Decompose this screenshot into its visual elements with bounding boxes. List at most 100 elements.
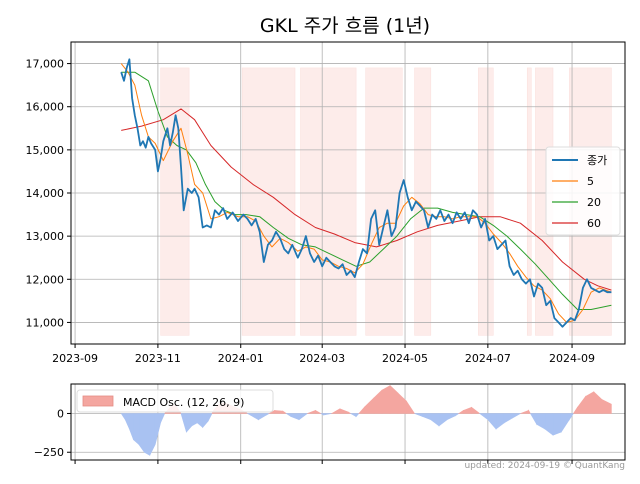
macd-area-negative <box>455 413 460 417</box>
macd-area-negative <box>133 413 140 446</box>
macd-area-negative <box>266 413 271 416</box>
macd-area-negative <box>422 413 432 421</box>
price-y-tick-label: 17,000 <box>26 58 65 71</box>
series-line-ma20 <box>121 71 612 310</box>
macd-area-positive <box>274 410 284 414</box>
price-y-tick-label: 13,000 <box>26 230 65 243</box>
macd-area-positive <box>373 389 383 414</box>
macd-area-negative <box>129 413 134 440</box>
date-x-tick-label: 2023-11 <box>135 352 181 365</box>
macd-area-negative <box>207 413 213 422</box>
macd-area-negative <box>258 413 267 421</box>
macd-area-positive <box>364 397 375 414</box>
shaded-period <box>241 67 296 336</box>
macd-area-negative <box>529 413 537 426</box>
macd-area-negative <box>149 413 156 456</box>
date-x-tick-label: 2024-03 <box>299 352 345 365</box>
macd-area-negative <box>197 413 203 429</box>
date-x-tick-label: 2024-07 <box>465 352 511 365</box>
macd-area-positive <box>585 391 595 414</box>
macd-area-positive <box>528 409 531 414</box>
macd-area-positive <box>381 385 391 414</box>
macd-area-positive <box>307 409 316 414</box>
macd-area-negative <box>503 413 513 424</box>
macd-area-negative <box>569 413 574 421</box>
date-x-tick-label: 2024-05 <box>382 352 428 365</box>
macd-area-negative <box>511 413 522 419</box>
macd-area-positive <box>471 406 481 414</box>
macd-y-tick-label: 0 <box>57 407 64 420</box>
macd-area-negative <box>536 413 546 430</box>
legend-box <box>545 146 621 236</box>
macd-area-negative <box>202 413 209 429</box>
date-x-tick-label: 2023-09 <box>52 352 98 365</box>
macd-area-negative <box>144 413 151 456</box>
macd-y-ticks: −250 0 <box>34 407 71 459</box>
series-line-close <box>120 58 612 328</box>
macd-legend-box <box>76 389 274 413</box>
macd-area-negative <box>414 413 423 418</box>
macd-area-negative <box>487 413 497 430</box>
price-grid <box>71 42 625 344</box>
macd-legend: MACD Osc. (12, 26, 9) <box>76 389 274 413</box>
macd-area-negative <box>446 413 456 421</box>
macd-area-negative <box>430 413 440 427</box>
macd-area-negative <box>323 413 332 416</box>
macd-legend-label: MACD Osc. (12, 26, 9) <box>123 396 244 409</box>
macd-area-negative <box>249 413 259 421</box>
macd-x-ticks <box>74 460 573 464</box>
macd-area-negative <box>125 413 130 430</box>
macd-area-negative <box>355 413 360 418</box>
macd-area-negative <box>298 413 309 421</box>
macd-area-negative <box>120 413 126 421</box>
legend-label-ma20: 20 <box>587 196 601 209</box>
price-y-tick-label: 15,000 <box>26 144 65 157</box>
macd-area-negative <box>285 413 292 418</box>
macd-plot-frame <box>70 383 626 461</box>
macd-area-positive <box>463 406 472 414</box>
macd-legend-swatch <box>82 395 114 407</box>
price-y-tick-label: 14,000 <box>26 187 65 200</box>
macd-area-negative <box>495 413 505 430</box>
date-x-tick-label: 2024-09 <box>549 352 595 365</box>
macd-area-negative <box>552 413 562 436</box>
macd-area-positive <box>347 411 352 414</box>
macd-area-negative <box>438 413 448 427</box>
macd-y-tick-label: −250 <box>34 446 64 459</box>
macd-area-negative <box>186 413 193 433</box>
macd-area-negative <box>191 413 198 427</box>
macd-panel: −250 0 MACD Osc. (12, 26, 9) <box>34 383 626 464</box>
macd-area-negative <box>290 413 300 421</box>
shaded-period <box>526 67 532 336</box>
macd-area-positive <box>282 410 288 414</box>
macd-area-negative <box>544 413 554 436</box>
macd-area-negative <box>560 413 570 434</box>
shaded-period <box>300 67 357 336</box>
macd-area-negative <box>180 413 187 433</box>
price-y-tick-label: 11,000 <box>26 316 65 329</box>
price-series <box>120 58 612 328</box>
macd-area-negative <box>349 413 357 418</box>
footer-credit: updated: 2024-09-19 © QuantKang <box>464 461 625 471</box>
macd-area-positive <box>406 400 416 414</box>
macd-area-negative <box>478 413 489 421</box>
macd-area-positive <box>315 409 322 414</box>
macd-area-positive <box>330 408 341 414</box>
legend-label-ma5: 5 <box>587 175 594 188</box>
macd-area-negative <box>160 413 166 423</box>
series-line-ma5 <box>120 63 612 323</box>
macd-area-positive <box>572 406 578 414</box>
macd-area-negative <box>246 413 251 416</box>
price-y-tick-label: 16,000 <box>26 101 65 114</box>
date-x-ticks: 2023-09 2023-11 2024-01 2024-03 2024-05 2024-… <box>52 344 595 365</box>
legend-label-close: 종가 <box>587 154 607 167</box>
legend-label-ma60: 60 <box>587 217 601 230</box>
date-x-tick-label: 2024-01 <box>218 352 264 365</box>
price-legend: 종가 5 20 60 <box>545 146 621 236</box>
shaded-period <box>365 67 403 336</box>
macd-area-positive <box>457 409 464 414</box>
macd-area-positive <box>339 408 349 414</box>
series-line-ma60 <box>121 108 612 291</box>
